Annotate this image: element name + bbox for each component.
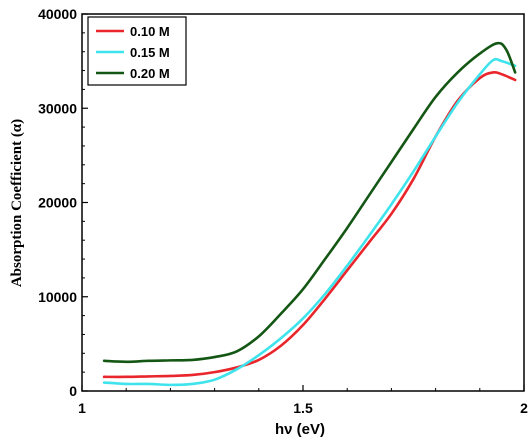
y-tick-label: 40000 — [38, 6, 77, 22]
x-axis-title: hν (eV) — [275, 421, 325, 438]
x-tick-label: 2 — [520, 400, 528, 416]
legend-label: 0.10 M — [130, 24, 170, 39]
y-tick-label: 10000 — [38, 289, 77, 305]
x-tick-label: 1 — [78, 400, 86, 416]
series-line-1 — [102, 70, 517, 379]
ticks: 0 10000 20000 30000 40000 1 1.5 2 — [38, 6, 528, 416]
y-tick-label: 30000 — [38, 100, 77, 116]
y-tick-label: 20000 — [38, 195, 77, 211]
legend: 0.10 M 0.15 M 0.20 M — [87, 16, 187, 86]
y-tick-label: 0 — [69, 383, 77, 399]
y-axis-title: Absorption Coefficient (α) — [9, 119, 25, 287]
legend-label: 0.20 M — [130, 66, 170, 81]
series-line-2 — [102, 57, 517, 387]
series-lines — [102, 41, 517, 387]
series-line-3 — [102, 41, 517, 364]
legend-label: 0.15 M — [130, 45, 170, 60]
x-tick-label: 1.5 — [293, 400, 313, 416]
